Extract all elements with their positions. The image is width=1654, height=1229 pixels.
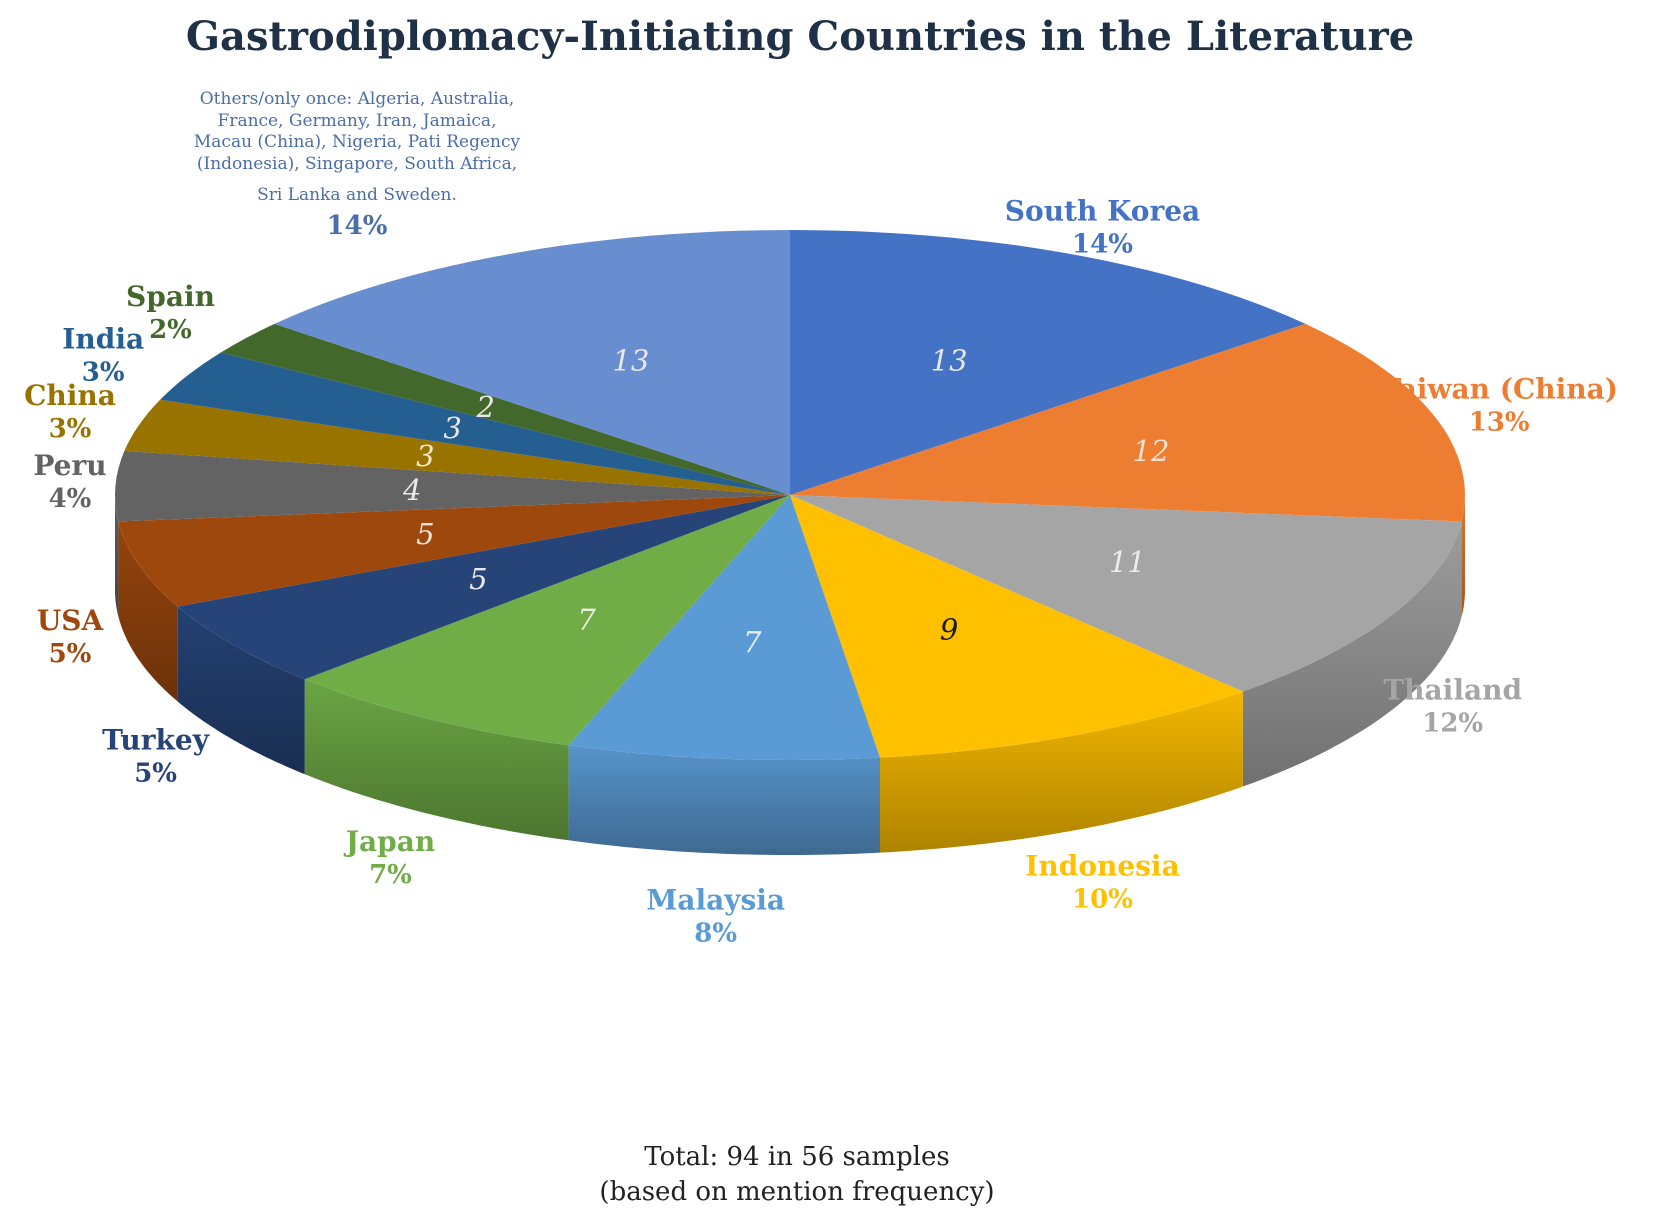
category-label: USA: [37, 604, 105, 637]
percent-label: 2%: [149, 315, 192, 345]
pie-side-wall: [1461, 495, 1465, 617]
slice-value-label: 7: [743, 626, 762, 660]
slice-value-label: 11: [1109, 545, 1146, 579]
slice-value-label: 3: [443, 411, 461, 445]
percent-label: 5%: [49, 639, 92, 669]
pie-slice-malaysia: [568, 495, 880, 760]
others-percent-label: 14%: [327, 211, 388, 241]
category-label: Thailand: [1383, 673, 1522, 706]
pie-slice-japan: [304, 495, 790, 746]
others-note-line: Others/only once: Algeria, Australia,: [200, 89, 515, 109]
percent-label: 4%: [49, 484, 92, 514]
percent-label: 12%: [1422, 708, 1483, 738]
pie-slice-spain: [221, 323, 790, 495]
pie-slice-taiwan-china-: [790, 323, 1465, 522]
slice-value-label: 3: [416, 439, 434, 473]
slice-value-label: 4: [402, 473, 421, 507]
pie-slice-india: [160, 352, 791, 495]
slice-value-label: 5: [469, 562, 487, 596]
percent-label: 7%: [369, 860, 412, 890]
pie-slice-usa: [118, 495, 790, 607]
pie-side-wall: [568, 745, 880, 855]
category-label: India: [62, 323, 144, 356]
basis-note: (based on mention frequency): [599, 1177, 994, 1207]
pie-slice-others-only-once: [274, 230, 790, 495]
pie-slice-turkey: [177, 495, 790, 680]
category-label: Taiwan (China): [1380, 373, 1618, 406]
pie-slice-peru: [115, 450, 790, 522]
others-note-line: Macau (China), Nigeria, Pati Regency: [194, 132, 521, 152]
percent-label: 3%: [82, 358, 125, 388]
slice-value-label: 13: [931, 343, 968, 377]
slice-value-label: 9: [940, 613, 958, 647]
slice-value-label: 2: [475, 390, 494, 424]
category-label: Peru: [33, 449, 106, 482]
percent-label: 8%: [694, 919, 737, 949]
slice-value-label: 12: [1133, 434, 1170, 468]
pie-side-wall: [880, 691, 1243, 853]
slice-value-label: 7: [577, 603, 596, 637]
pie-slice-south-korea: [790, 230, 1306, 495]
pie-side-wall: [304, 679, 569, 841]
category-label: South Korea: [1005, 195, 1200, 228]
slice-value-label: 13: [612, 343, 649, 377]
chart-title: Gastrodiplomacy-Initiating Countries in …: [186, 13, 1414, 60]
percent-label: 13%: [1469, 408, 1530, 438]
slice-value-label: 5: [416, 517, 434, 551]
pie-slice-indonesia: [790, 495, 1243, 758]
others-note-line: (Indonesia), Singapore, South Africa,: [197, 154, 517, 174]
category-label: Indonesia: [1025, 850, 1179, 883]
category-label: Turkey: [102, 724, 210, 757]
pie-side-wall: [118, 521, 178, 702]
pie-slice-thailand: [790, 495, 1462, 692]
percent-label: 10%: [1072, 885, 1133, 915]
percent-label: 5%: [134, 759, 177, 789]
pie-side-wall: [115, 495, 119, 617]
category-label: Spain: [126, 280, 215, 313]
pie-side-wall: [1242, 521, 1462, 787]
pie-slice-china: [124, 399, 790, 495]
percent-label: 3%: [49, 414, 92, 444]
total-note: Total: 94 in 56 samples: [644, 1142, 949, 1172]
percent-label: 14%: [1072, 230, 1133, 260]
category-label: Japan: [343, 825, 435, 858]
category-label: China: [24, 379, 116, 412]
others-note-line: Sri Lanka and Sweden.: [257, 185, 457, 205]
pie-side-wall: [177, 606, 305, 775]
category-label: Malaysia: [646, 884, 785, 917]
others-note-line: France, Germany, Iran, Jamaica,: [218, 111, 497, 131]
